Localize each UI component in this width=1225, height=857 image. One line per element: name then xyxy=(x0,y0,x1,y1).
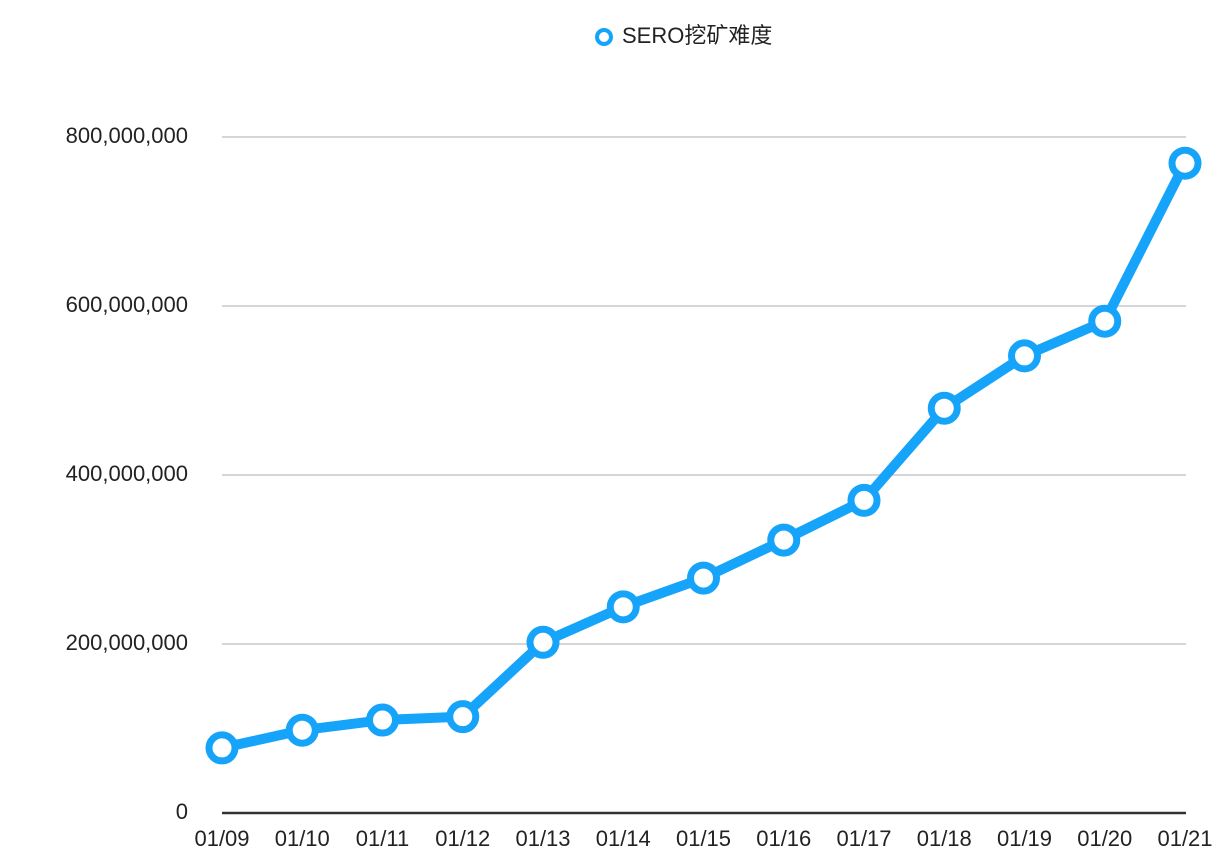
data-point xyxy=(767,523,801,557)
x-tick-label: 01/16 xyxy=(756,826,811,851)
data-point xyxy=(205,731,239,765)
x-tick-label: 01/13 xyxy=(515,826,570,851)
y-tick-label: 400,000,000 xyxy=(66,461,188,486)
y-tick-label: 200,000,000 xyxy=(66,630,188,655)
data-point xyxy=(1168,146,1202,180)
x-tick-label: 01/15 xyxy=(676,826,731,851)
x-tick-label: 01/14 xyxy=(596,826,651,851)
data-point xyxy=(606,590,640,624)
y-tick-label: 800,000,000 xyxy=(66,123,188,148)
x-tick-label: 01/18 xyxy=(917,826,972,851)
data-point xyxy=(687,561,720,595)
x-tick-label: 01/20 xyxy=(1077,826,1132,851)
data-point xyxy=(927,391,961,425)
legend: SERO挖矿难度 xyxy=(595,23,772,48)
series-line xyxy=(220,160,1190,753)
legend-label: SERO挖矿难度 xyxy=(622,23,772,48)
y-tick-label: 600,000,000 xyxy=(66,292,188,317)
x-tick-label: 01/17 xyxy=(836,826,891,851)
x-tick-label: 01/09 xyxy=(194,826,249,851)
data-point xyxy=(1088,304,1122,338)
y-tick-label: 0 xyxy=(176,799,188,824)
x-tick-label: 01/11 xyxy=(356,826,409,851)
x-tick-label: 01/10 xyxy=(275,826,330,851)
data-point xyxy=(285,713,319,747)
x-tick-label: 01/21 xyxy=(1157,826,1212,851)
x-tick-label: 01/12 xyxy=(435,826,490,851)
data-point xyxy=(1008,339,1041,373)
x-tick-label: 01/19 xyxy=(997,826,1052,851)
data-point xyxy=(526,625,560,659)
data-point xyxy=(366,703,399,737)
legend-marker xyxy=(595,28,613,46)
data-point xyxy=(446,700,480,734)
data-point xyxy=(847,483,881,517)
